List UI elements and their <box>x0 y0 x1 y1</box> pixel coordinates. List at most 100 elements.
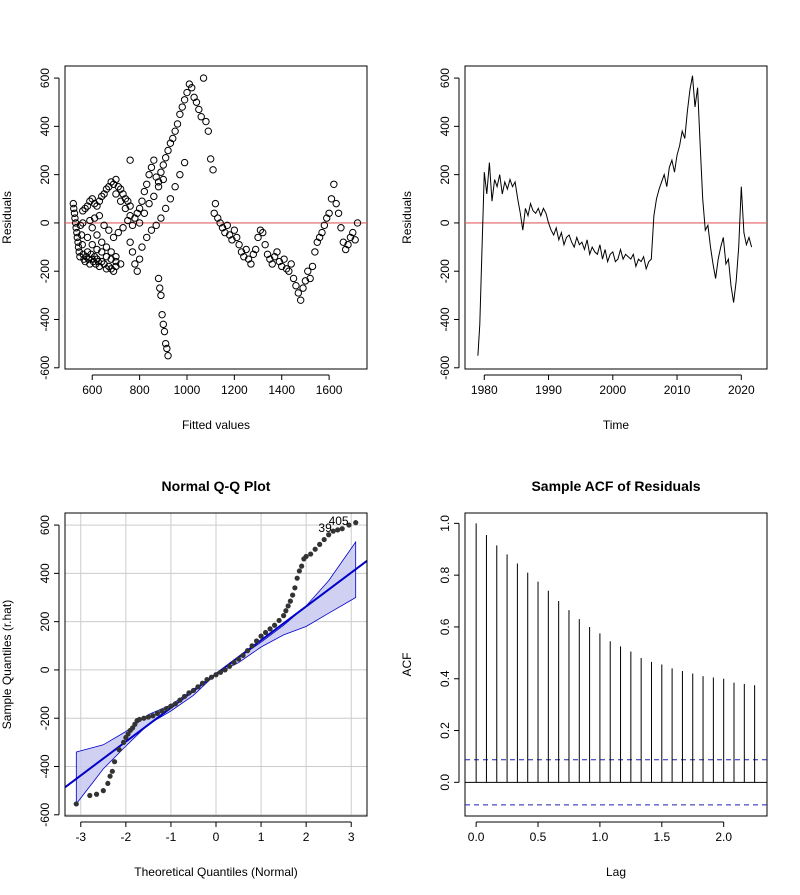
residual-point <box>102 243 111 251</box>
qq-point <box>186 690 192 696</box>
qq-point <box>73 801 79 807</box>
residual-point <box>109 233 118 242</box>
residual-point <box>107 248 115 256</box>
y-tick-label: 200 <box>438 164 452 184</box>
residual-point <box>261 240 269 249</box>
residual-point <box>280 255 288 263</box>
residual-point <box>135 255 144 263</box>
residual-point <box>304 267 312 275</box>
y-tick-label: -600 <box>438 355 452 379</box>
qq-point <box>353 520 359 526</box>
qq-point <box>292 585 298 591</box>
x-tick-label: 600 <box>82 383 102 397</box>
residual-point <box>163 344 171 353</box>
panel-normal-qq: Normal Q-Q Plot -3 -2 -1 0 1 2 3 -600 -400 -200 0 20… <box>0 478 368 879</box>
qq-point <box>105 780 111 787</box>
residual-point <box>83 233 92 242</box>
residual-point <box>197 113 205 121</box>
residual-point <box>273 248 281 256</box>
residual-point <box>176 170 184 179</box>
residual-point <box>344 240 352 249</box>
residual-point <box>294 289 303 297</box>
residual-point <box>334 209 343 217</box>
residual-point <box>114 183 122 191</box>
y-tick-label: 1.0 <box>438 515 452 532</box>
residual-point <box>195 105 203 114</box>
residual-point <box>157 291 165 300</box>
qq-point <box>150 713 156 719</box>
y-tick-label: 400 <box>438 116 452 136</box>
qq-point <box>258 633 264 639</box>
qq-point <box>172 701 179 707</box>
residual-point <box>285 267 293 275</box>
residual-point <box>292 282 300 290</box>
residual-point <box>150 192 158 201</box>
residual-point <box>112 190 120 198</box>
qq-point <box>308 551 314 557</box>
qq-point <box>339 526 345 532</box>
residual-point <box>126 238 134 246</box>
qq-point <box>281 613 287 619</box>
residual-point <box>138 197 146 205</box>
residual-point <box>135 219 144 227</box>
qq-point <box>154 710 161 716</box>
residual-point <box>145 170 153 179</box>
residual-point <box>71 214 79 222</box>
plot-frame <box>64 65 368 370</box>
y-tick-label: 0.4 <box>438 670 452 687</box>
y-axis-label: Residuals <box>0 191 14 244</box>
x-tick-label: 1400 <box>268 383 295 397</box>
y-tick-label: 0 <box>38 666 52 673</box>
residual-point <box>75 248 83 256</box>
y-tick-label: -200 <box>438 259 452 283</box>
residual-point <box>206 155 215 163</box>
residual-point <box>320 221 329 230</box>
residual-point <box>135 204 144 213</box>
x-tick-label: 0.0 <box>468 830 485 844</box>
qq-point <box>222 667 228 673</box>
residual-point <box>112 175 120 184</box>
residual-point <box>126 211 134 220</box>
qq-point <box>249 643 255 649</box>
qq-point <box>299 563 305 569</box>
residual-point <box>100 221 108 230</box>
qq-point <box>271 622 278 628</box>
qq-point <box>240 652 246 659</box>
residual-point <box>180 96 189 104</box>
residual-point <box>160 327 169 336</box>
x-tick-label: 1.5 <box>653 830 670 844</box>
residual-point <box>161 339 170 348</box>
y-tick-label: 0.6 <box>438 618 452 635</box>
residual-point <box>223 221 231 230</box>
qq-point <box>136 716 142 723</box>
qq-point <box>294 575 300 581</box>
residual-point <box>353 219 362 227</box>
qq-point <box>145 714 151 720</box>
residual-point <box>199 74 208 82</box>
residual-point <box>116 260 125 268</box>
y-tick-label: 200 <box>38 611 52 631</box>
y-tick-label: 0 <box>438 219 452 226</box>
qq-point <box>195 684 201 690</box>
residual-point <box>332 199 340 208</box>
residual-point <box>112 253 120 261</box>
residual-point <box>133 267 141 275</box>
qq-point <box>163 705 170 712</box>
y-tick-label: -600 <box>38 802 52 826</box>
residual-point <box>327 195 336 203</box>
residual-point <box>138 243 146 251</box>
y-tick-label: -400 <box>438 307 452 331</box>
qq-point <box>204 676 210 683</box>
residual-point <box>90 253 99 261</box>
qq-point <box>326 532 332 538</box>
residual-point <box>204 127 213 135</box>
y-tick-label: -600 <box>38 355 52 379</box>
residual-point <box>311 248 319 256</box>
residual-point <box>282 265 291 273</box>
residual-point <box>296 296 305 304</box>
y-tick-label: 600 <box>38 68 52 88</box>
residual-point <box>98 248 106 256</box>
residual-point <box>116 197 125 205</box>
